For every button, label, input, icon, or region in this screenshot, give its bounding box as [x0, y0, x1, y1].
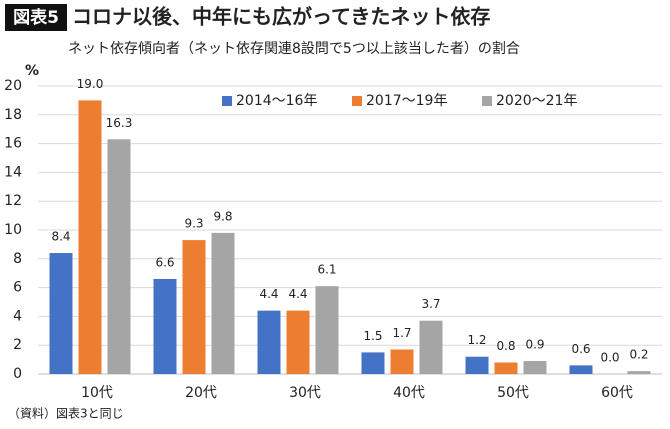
- bar: [257, 310, 281, 374]
- y-tick-label: 0: [13, 366, 22, 382]
- value-label: 9.8: [213, 209, 232, 223]
- value-label: 16.3: [106, 116, 133, 130]
- badge: 図表5: [13, 7, 59, 28]
- value-label: 0.2: [629, 348, 648, 362]
- bar: [78, 100, 102, 375]
- bar: [569, 365, 593, 374]
- legend-swatch: [222, 96, 232, 106]
- value-label: 0.9: [525, 338, 544, 352]
- value-label: 19.0: [77, 77, 104, 91]
- bar: [419, 320, 443, 374]
- y-tick-label: 10: [4, 222, 22, 238]
- y-tick-label: 8: [13, 251, 22, 267]
- y-tick-label: 4: [13, 308, 22, 324]
- value-label: 0.6: [571, 342, 590, 356]
- legend-swatch: [482, 96, 492, 106]
- x-tick-label: 20代: [185, 385, 217, 401]
- legend-label: 2017～19年: [366, 93, 447, 109]
- value-label: 6.6: [155, 255, 174, 269]
- badge-box: [5, 4, 67, 31]
- x-tick-label: 60代: [601, 385, 633, 401]
- bar: [361, 352, 385, 374]
- y-tick-label: 12: [4, 193, 22, 209]
- subtitle: ネット依存傾向者（ネット依存関連8設問で5つ以上該当した者）の割合: [68, 40, 520, 57]
- bar: [49, 253, 73, 374]
- bar: [211, 232, 235, 374]
- value-label: 1.5: [363, 329, 382, 343]
- value-label: 9.3: [184, 217, 203, 231]
- value-label: 8.4: [51, 230, 70, 244]
- y-unit: %: [25, 63, 39, 79]
- value-label: 1.7: [392, 326, 411, 340]
- x-tick-label: 50代: [497, 385, 529, 401]
- bar: [523, 361, 547, 374]
- legend-label: 2020～21年: [496, 93, 577, 109]
- legend-label: 2014～16年: [236, 93, 317, 109]
- source: （資料）図表3と同じ: [8, 407, 124, 421]
- value-label: 1.2: [467, 333, 486, 347]
- y-tick-label: 6: [13, 280, 22, 296]
- bar: [182, 240, 206, 374]
- y-tick-label: 18: [4, 107, 22, 123]
- bar: [494, 362, 518, 374]
- bar: [107, 139, 131, 374]
- value-label: 0.0: [600, 351, 619, 365]
- chart-title: コロナ以後、中年にも広がってきたネット依存: [72, 5, 490, 29]
- value-label: 4.4: [259, 287, 278, 301]
- bar: [315, 286, 339, 374]
- x-tick-label: 10代: [81, 385, 113, 401]
- bar: [627, 371, 651, 374]
- x-tick-label: 40代: [393, 385, 425, 401]
- y-tick-label: 20: [4, 78, 22, 94]
- x-tick-label: 30代: [289, 385, 321, 401]
- legend-swatch: [352, 96, 362, 106]
- value-label: 4.4: [288, 287, 307, 301]
- bar: [465, 356, 489, 374]
- bar: [390, 349, 414, 374]
- value-label: 0.8: [496, 339, 515, 353]
- y-tick-label: 14: [4, 164, 22, 180]
- bar: [286, 310, 310, 374]
- y-tick-label: 2: [13, 337, 22, 353]
- bar: [153, 278, 177, 374]
- value-label: 3.7: [421, 297, 440, 311]
- value-label: 6.1: [317, 263, 336, 277]
- y-tick-label: 16: [4, 136, 22, 152]
